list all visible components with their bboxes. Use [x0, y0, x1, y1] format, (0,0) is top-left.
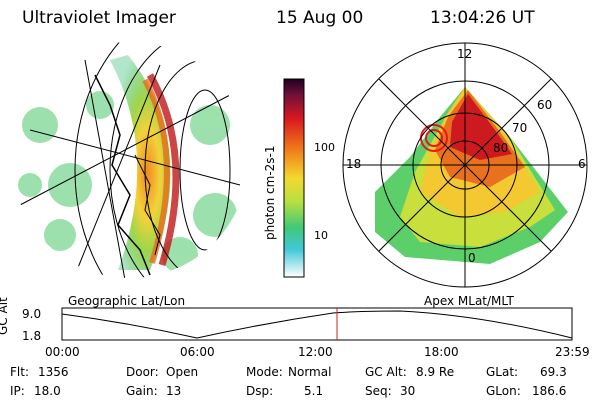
mlt-label-18: 18	[346, 157, 362, 171]
ip-value: 18.0	[34, 384, 61, 398]
date-label: 15 Aug 00	[276, 8, 364, 28]
colorbar	[283, 78, 305, 278]
gcalt-value: 8.9 Re	[416, 365, 455, 379]
flt-label: Flt:	[10, 365, 29, 379]
alt-xtick-4: 23:59	[555, 345, 590, 359]
geographic-image	[12, 42, 248, 278]
altitude-plot	[61, 307, 573, 341]
colorbar-label: photon cm-2s-1	[263, 145, 277, 241]
alt-ylabel: GC Alt	[0, 297, 10, 335]
alt-xtick-2: 12:00	[298, 345, 333, 359]
mode-label: Mode:	[246, 365, 283, 379]
mode-value: Normal	[288, 365, 332, 379]
colorbar-tick-10: 10	[314, 229, 328, 242]
instrument-title: Ultraviolet Imager	[22, 8, 176, 28]
time-label: 13:04:26 UT	[430, 8, 535, 28]
gcalt-label: GC Alt:	[365, 365, 407, 379]
left-panel-caption: Geographic Lat/Lon	[68, 294, 186, 308]
polar-image	[342, 42, 588, 288]
mlat-label-60: 60	[537, 98, 553, 112]
door-label: Door:	[126, 365, 159, 379]
alt-xtick-3: 18:00	[424, 345, 459, 359]
seq-label: Seq:	[365, 384, 392, 398]
alt-ytick-low: 1.8	[22, 329, 42, 343]
flt-value: 1356	[38, 365, 69, 379]
dsp-value: 5.1	[304, 384, 324, 398]
gain-label: Gain:	[126, 384, 158, 398]
door-value: Open	[166, 365, 199, 379]
dsp-label: Dsp:	[246, 384, 274, 398]
right-panel-caption: Apex MLat/MLT	[424, 294, 514, 308]
alt-ytick-high: 9.0	[22, 307, 42, 321]
gain-value: 13	[166, 384, 182, 398]
mlat-label-80: 80	[493, 141, 509, 155]
mlt-label-0: 0	[468, 251, 476, 265]
glat-value: 69.3	[540, 365, 567, 379]
alt-xtick-0: 00:00	[45, 345, 80, 359]
alt-xtick-1: 06:00	[180, 345, 215, 359]
glon-label: GLon:	[486, 384, 521, 398]
glat-label: GLat:	[486, 365, 519, 379]
mlat-label-70: 70	[512, 121, 528, 135]
colorbar-tick-100: 100	[314, 141, 335, 154]
ip-label: IP:	[10, 384, 25, 398]
glon-value: 186.6	[532, 384, 567, 398]
mlt-label-6: 6	[578, 157, 586, 171]
seq-value: 30	[400, 384, 416, 398]
mlt-label-12: 12	[457, 47, 473, 61]
